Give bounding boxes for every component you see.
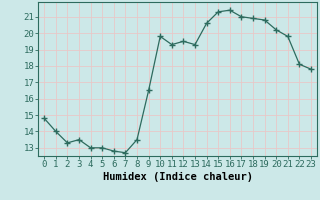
X-axis label: Humidex (Indice chaleur): Humidex (Indice chaleur) xyxy=(103,172,252,182)
